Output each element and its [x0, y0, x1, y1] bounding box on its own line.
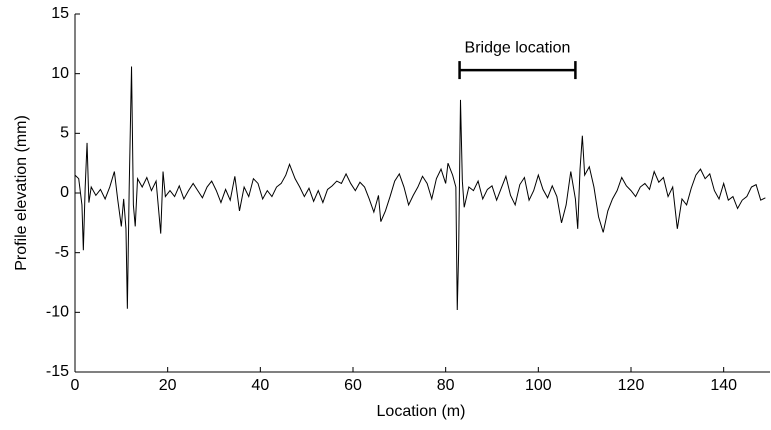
x-tick-label: 60	[344, 377, 362, 394]
y-tick-label: 15	[51, 5, 69, 22]
y-tick-label: 0	[60, 184, 69, 201]
x-tick-label: 0	[71, 377, 80, 394]
x-tick-label: 80	[437, 377, 455, 394]
y-axis-label: Profile elevation (mm)	[13, 115, 30, 271]
y-tick-label: 5	[60, 125, 69, 142]
annotation-text: Bridge location	[465, 39, 571, 56]
profile-line	[74, 66, 766, 310]
x-tick-label: 140	[710, 377, 737, 394]
y-tick-label: 10	[51, 65, 69, 82]
y-tick-label: -5	[55, 244, 69, 261]
y-tick-label: -15	[46, 363, 69, 380]
x-tick-label: 120	[618, 377, 645, 394]
x-axis-label: Location (m)	[377, 403, 466, 420]
x-tick-label: 20	[159, 377, 177, 394]
y-tick-label: -10	[46, 304, 69, 321]
x-tick-label: 100	[525, 377, 552, 394]
x-tick-label: 40	[251, 377, 269, 394]
